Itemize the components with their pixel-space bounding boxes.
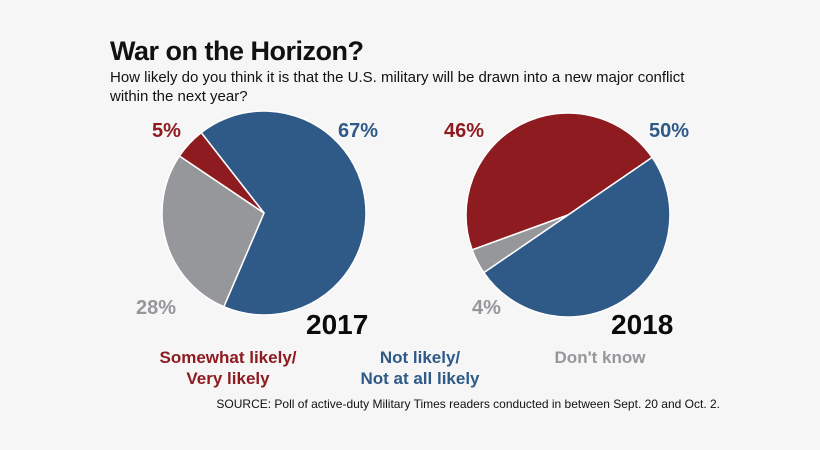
chart-title: War on the Horizon?	[110, 36, 364, 66]
pie-slice-2018-not-likely	[482, 156, 671, 318]
year-2018: 2018	[611, 309, 673, 340]
label-2017-dont-know: 28%	[136, 297, 176, 319]
legend-likely-line1: Somewhat likely/	[159, 348, 297, 367]
legend-not-likely: Not likely/ Not at all likely	[340, 347, 500, 389]
legend-dont-know-line1: Don't know	[554, 348, 646, 367]
legend-not-likely-line1: Not likely/	[379, 348, 461, 367]
label-2017-likely: 5%	[152, 120, 181, 142]
pie-slice-2018-dont-know	[471, 214, 569, 274]
pie-slice-2017-likely	[178, 131, 265, 214]
pie-2018	[465, 112, 671, 318]
year-2017: 2017	[306, 309, 368, 340]
pie-slice-2018-likely	[465, 112, 654, 251]
legend-not-likely-line2: Not at all likely	[360, 369, 480, 388]
label-2018-not-likely: 50%	[649, 120, 689, 142]
label-2018-likely: 46%	[444, 120, 484, 142]
pie-slice-2017-dont-know	[161, 154, 265, 308]
pie-2017	[161, 110, 367, 316]
legend-likely: Somewhat likely/ Very likely	[140, 347, 316, 389]
label-2018-dont-know: 4%	[472, 297, 501, 319]
source-note: SOURCE: Poll of active-duty Military Tim…	[216, 397, 720, 411]
chart-subtitle: How likely do you think it is that the U…	[110, 69, 685, 105]
legend-likely-line2: Very likely	[186, 369, 270, 388]
label-2017-not-likely: 67%	[338, 120, 378, 142]
legend-dont-know: Don't know	[540, 347, 660, 368]
